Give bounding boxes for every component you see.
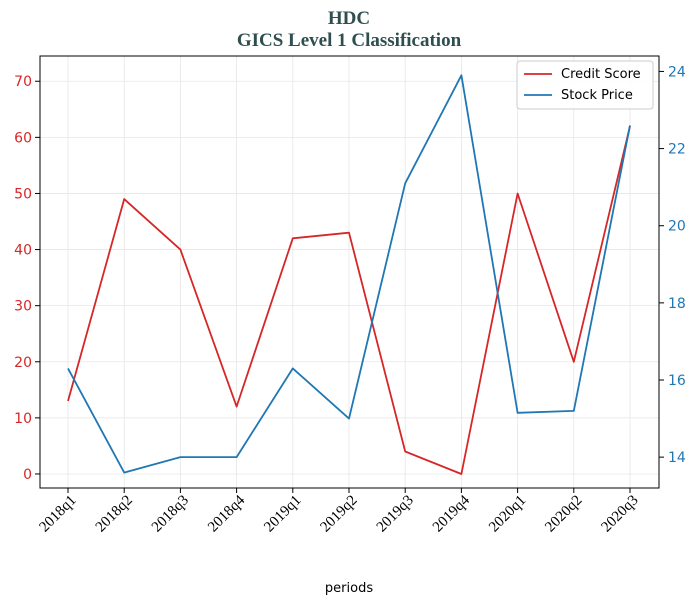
x-tick-label: 2019q3	[374, 492, 417, 535]
right-tick-label: 24	[668, 64, 686, 80]
grid	[40, 56, 659, 488]
left-tick-label: 20	[14, 355, 32, 371]
left-tick-label: 40	[14, 243, 32, 259]
left-tick-label: 0	[23, 467, 32, 483]
right-tick-label: 14	[668, 450, 686, 466]
left-tick-label: 50	[14, 186, 32, 202]
x-axis-label: periods	[325, 581, 373, 596]
legend: Credit Score Stock Price	[516, 60, 654, 110]
right-tick-label: 20	[668, 219, 686, 235]
plot-frame	[39, 55, 660, 489]
x-tick-label: 2018q1	[37, 492, 80, 535]
x-axis: 2018q1 2018q2 2018q3 2018q4 2019q1 2019q2 2019…	[37, 488, 642, 535]
series-line-stock-price	[67, 74, 631, 474]
x-tick-label: 2019q4	[430, 492, 473, 535]
left-tick-label: 30	[14, 299, 32, 315]
left-axis: 0 10 20 30 40 50 60 70	[14, 74, 40, 483]
right-axis: 14 16 18 20 22 24	[659, 64, 686, 466]
x-tick-label: 2018q2	[93, 492, 136, 535]
left-tick-label: 60	[14, 130, 32, 146]
legend-label-stock-price: Stock Price	[561, 88, 633, 103]
left-tick-label: 10	[14, 411, 32, 427]
right-tick-label: 22	[668, 142, 686, 158]
chart-subtitle: GICS Level 1 Classification	[237, 30, 462, 51]
legend-label-credit-score: Credit Score	[561, 67, 641, 82]
chart-title: HDC	[328, 8, 370, 29]
legend-box	[516, 60, 654, 110]
left-tick-label: 70	[14, 74, 32, 90]
series-layer	[67, 74, 631, 475]
series-line-credit-score	[67, 125, 631, 475]
x-tick-label: 2020q2	[542, 492, 585, 535]
x-tick-label: 2019q2	[318, 492, 361, 535]
x-tick-label: 2020q3	[599, 492, 642, 535]
right-tick-label: 16	[668, 373, 686, 389]
right-tick-label: 18	[668, 296, 686, 312]
x-tick-label: 2018q3	[149, 492, 192, 535]
x-tick-label: 2019q1	[261, 492, 304, 535]
x-tick-label: 2020q1	[486, 492, 529, 535]
x-tick-label: 2018q4	[205, 492, 248, 535]
